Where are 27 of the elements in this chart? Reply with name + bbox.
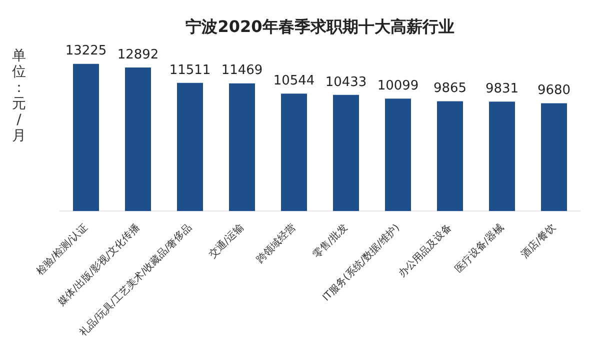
bar [73, 64, 99, 211]
x-tick-label: 酒店/餐饮 [518, 222, 558, 261]
data-label: 9831 [485, 81, 519, 96]
x-tick-label: 零售/批发 [310, 222, 350, 261]
bar [489, 102, 515, 211]
bar [541, 103, 567, 211]
data-label: 11469 [221, 63, 263, 78]
x-tick-label: 医疗设备/器械 [452, 222, 506, 275]
data-label: 10433 [325, 74, 367, 90]
chart-title: 宁波2020年春季求职期十大高薪行业 [186, 16, 454, 36]
x-tick-label: 交通/运输 [206, 222, 246, 261]
data-label: 9865 [433, 81, 467, 96]
bar [125, 68, 151, 211]
data-label: 11511 [169, 62, 211, 78]
data-label: 10099 [377, 78, 419, 94]
bar [177, 82, 203, 211]
bar [229, 83, 255, 211]
bar [437, 101, 463, 211]
x-tick-label: 跨领域经营 [254, 222, 298, 266]
data-label: 13225 [65, 44, 107, 59]
bar [385, 98, 411, 211]
data-label: 9680 [537, 83, 571, 98]
data-label: 10544 [273, 74, 315, 89]
bar [333, 94, 359, 211]
bar [281, 94, 307, 211]
data-label: 12892 [117, 47, 159, 62]
y-axis-title: 单位：元/月 [11, 48, 27, 144]
